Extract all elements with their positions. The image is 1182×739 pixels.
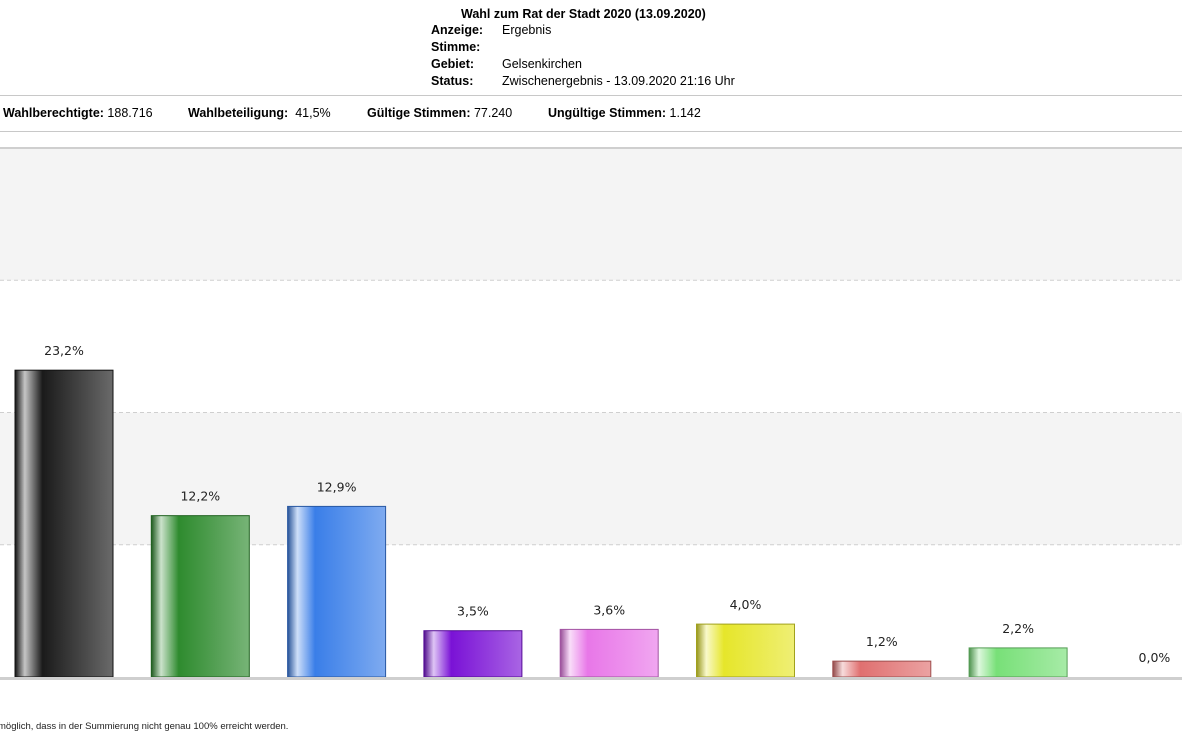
bar-cdu [14, 369, 114, 678]
value-label: 4,0% [730, 597, 762, 612]
stat-label: Ungültige Stimmen: [548, 106, 667, 120]
stat-label: Wahlberechtigte: [3, 106, 104, 120]
value-label: 23,2% [44, 343, 84, 358]
divider [0, 131, 1182, 132]
header-row-anzeige: Anzeige: Ergebnis [431, 23, 551, 37]
stat-ungueltige: Ungültige Stimmen: 1.142 [548, 106, 701, 120]
stat-value: 41,5% [295, 106, 331, 120]
stat-label: Gültige Stimmen: [367, 106, 471, 120]
header-value: Gelsenkirchen [502, 57, 582, 71]
report-header: Wahl zum Rat der Stadt 2020 (13.09.2020)… [0, 0, 1182, 96]
stat-value: 77.240 [473, 106, 513, 120]
stat-value: 1.142 [669, 106, 701, 120]
bar-die-linke [423, 630, 523, 678]
bar-win [559, 628, 659, 678]
header-value: Zwischenergebnis - 13.09.2020 21:16 Uhr [502, 74, 735, 88]
plot-band [0, 280, 1182, 413]
stat-gueltige: Gültige Stimmen: 77.240 [367, 106, 512, 120]
value-label: 12,2% [180, 489, 220, 504]
bar-gr-ne [150, 515, 250, 678]
header-row-gebiet: Gebiet: Gelsenkirchen [431, 57, 582, 71]
header-key: Gebiet: [431, 57, 475, 71]
value-label: 1,2% [866, 634, 898, 649]
stat-wahlberechtigte: Wahlberechtigte: 188.716 [3, 106, 153, 120]
bar-chart: 23,2%CDU12,2%GRÜNE12,9%AfD3,5%DIE LINKE3… [0, 140, 1182, 685]
header-key: Status: [431, 74, 474, 88]
bar-auf [832, 660, 932, 678]
plot-band [0, 148, 1182, 281]
header-key: Stimme: [431, 40, 481, 54]
bar-afd [287, 505, 387, 678]
x-axis-line [0, 677, 1182, 680]
election-title: Wahl zum Rat der Stadt 2020 (13.09.2020) [461, 7, 706, 21]
stat-value: 188.716 [107, 106, 153, 120]
divider [0, 95, 1182, 96]
bar-fdp [696, 623, 795, 678]
bar-chart-svg: 23,2%CDU12,2%GRÜNE12,9%AfD3,5%DIE LINKE3… [0, 147, 1182, 680]
stat-label: Wahlbeteiligung: [188, 106, 289, 120]
header-row-stimme: Stimme: [431, 40, 502, 54]
value-label: 3,5% [457, 604, 489, 619]
value-label: 12,9% [317, 479, 357, 494]
value-label: 2,2% [1002, 621, 1034, 636]
footnote: möglich, dass in der Summierung nicht ge… [0, 721, 289, 732]
stat-wahlbeteiligung: Wahlbeteiligung: 41,5% [188, 106, 331, 120]
header-value: Ergebnis [502, 23, 552, 37]
value-label: 3,6% [593, 602, 625, 617]
bar-tierschutz-hier- [968, 647, 1068, 678]
value-label: 0,0% [1139, 650, 1171, 665]
header-key: Anzeige: [431, 23, 484, 37]
header-row-status: Status: Zwischenergebnis - 13.09.2020 21:… [431, 74, 735, 88]
stats-bar: Wahlberechtigte: 188.716 Wahlbeteiligung… [0, 96, 1182, 131]
